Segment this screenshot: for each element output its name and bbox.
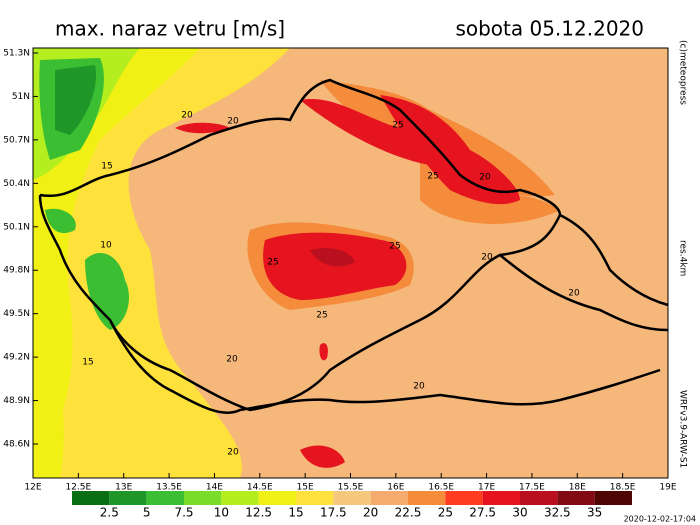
legend-swatch <box>333 491 371 505</box>
map-date: sobota 05.12.2020 <box>455 17 644 41</box>
contour-label: 25 <box>267 258 278 268</box>
model: WRFv3.9-ARW-S1 <box>678 390 688 468</box>
legend-swatch <box>258 491 296 505</box>
contour-label: 25 <box>392 121 403 131</box>
contour-label: 20 <box>227 448 239 458</box>
y-tick-label: 48.9N <box>3 396 30 406</box>
x-tick-label: 19E <box>659 483 676 493</box>
map-title: max. naraz vetru [m/s] <box>55 17 285 41</box>
legend-swatch <box>594 491 632 505</box>
copyright: (c)meteopress <box>678 40 688 105</box>
legend-label: 7.5 <box>174 506 193 520</box>
x-tick-label: 14E <box>206 483 223 493</box>
contour-label: 10 <box>100 241 112 251</box>
legend-label: 12.5 <box>245 506 272 520</box>
legend-label: 32.5 <box>544 506 571 520</box>
y-tick-label: 49.5N <box>3 309 30 319</box>
x-tick-label: 12.5E <box>65 483 91 493</box>
y-tick-label: 50.7N <box>3 135 30 145</box>
legend-swatch <box>408 491 446 505</box>
contour-label: 25 <box>427 172 438 182</box>
y-tick-label: 49.8N <box>3 266 30 276</box>
y-tick-label: 51N <box>12 92 30 102</box>
y-tick-label: 50.4N <box>3 179 30 189</box>
legend-swatch <box>72 491 110 505</box>
x-tick-label: 16.5E <box>428 483 454 493</box>
legend-swatch <box>146 491 184 505</box>
legend-label: 25 <box>438 506 453 520</box>
x-tick-label: 18.5E <box>610 483 636 493</box>
contour-label: 15 <box>101 162 112 172</box>
legend-label: 2.5 <box>100 506 119 520</box>
borders <box>38 78 669 414</box>
x-tick-label: 13.5E <box>156 483 182 493</box>
contour-label: 20 <box>227 117 239 127</box>
contour-label: 25 <box>389 242 400 252</box>
contour-label: 20 <box>479 173 491 183</box>
legend-swatch <box>482 491 520 505</box>
contour-label: 20 <box>181 111 193 121</box>
x-tick-label: 16E <box>387 483 404 493</box>
legend-label: 20 <box>363 506 378 520</box>
legend-label: 17.5 <box>320 506 347 520</box>
y-tick-label: 49.2N <box>3 353 30 363</box>
footer: 2020-12-02-17:04 <box>624 515 696 524</box>
legend-swatch <box>296 491 334 505</box>
map-field <box>33 48 668 478</box>
contour-label: 20 <box>413 382 425 392</box>
y-tick-label: 50.1N <box>3 222 30 232</box>
legend-swatch <box>184 491 222 505</box>
resolution: res.4km <box>678 240 688 276</box>
legend-label: 27.5 <box>469 506 496 520</box>
legend-label: 10 <box>214 506 229 520</box>
legend-label: 35 <box>587 506 602 520</box>
x-tick-label: 15.5E <box>338 483 364 493</box>
legend-swatch <box>445 491 483 505</box>
legend-swatch <box>370 491 408 505</box>
y-tick-label: 51.3N <box>3 49 30 59</box>
legend-swatch <box>221 491 259 505</box>
legend-swatch <box>557 491 595 505</box>
x-tick-label: 18E <box>569 483 586 493</box>
legend-label: 22.5 <box>395 506 422 520</box>
legend-label: 30 <box>512 506 527 520</box>
contour-label: 20 <box>568 289 580 299</box>
x-tick-label: 17.5E <box>519 483 545 493</box>
x-tick-label: 13E <box>115 483 132 493</box>
contour-label: 25 <box>316 311 327 321</box>
x-tick-label: 12E <box>24 483 41 493</box>
legend-swatch <box>109 491 147 505</box>
legend-swatch <box>520 491 558 505</box>
contour-label: 20 <box>481 253 493 263</box>
contour-label: 20 <box>226 355 238 365</box>
legend-label: 5 <box>143 506 151 520</box>
x-tick-label: 15E <box>297 483 314 493</box>
x-tick-label: 14.5E <box>247 483 273 493</box>
legend-label: 15 <box>288 506 303 520</box>
x-tick-label: 17E <box>478 483 495 493</box>
y-tick-label: 48.6N <box>3 440 30 450</box>
contour-label: 15 <box>82 358 93 368</box>
